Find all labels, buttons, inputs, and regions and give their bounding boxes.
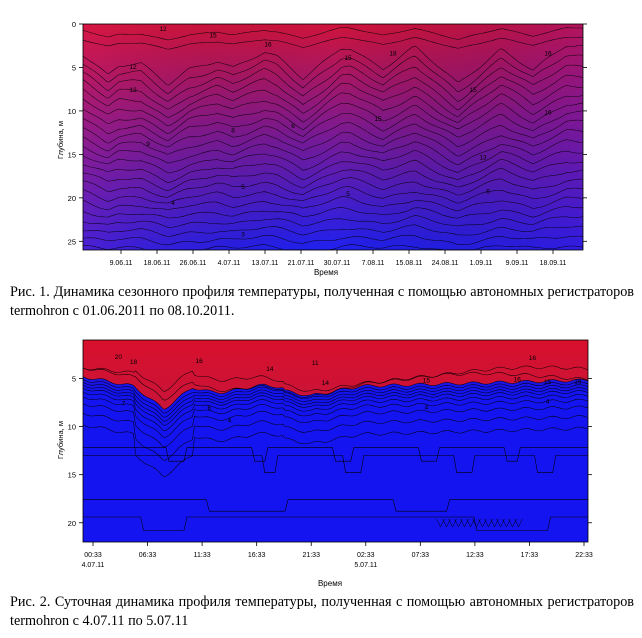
contour-label: 3 xyxy=(241,231,245,238)
contour-label: 18 xyxy=(130,359,138,366)
contour-label: 16 xyxy=(544,109,552,116)
contour-label: 4 xyxy=(171,200,175,207)
contour-label: 16 xyxy=(574,378,582,385)
x-axis: 00:33 06:33 11:33 16:33 21:33 02:33 07:33 12:33… xyxy=(82,542,593,569)
contour-label: 20 xyxy=(115,354,123,361)
x-tick-label: 26.06.11 xyxy=(180,260,207,267)
seasonal-temperature-chart: 12 15 16 15 18 16 16 15 15 12 9 8 6 6 5 5 4 3 13 12 0 5 10 15 2… xyxy=(56,20,587,277)
contour-label: 6 xyxy=(486,189,490,196)
contour-label: 14 xyxy=(266,366,274,373)
contour-label: 16 xyxy=(264,42,272,49)
x-date-label: 5.07.11 xyxy=(354,562,377,569)
contour-lines xyxy=(83,365,588,531)
warm-layer xyxy=(83,340,588,410)
contour-label: 15 xyxy=(469,87,477,94)
y-axis-label: Глубина, м xyxy=(56,421,65,459)
x-tick-label: 11:33 xyxy=(194,552,211,559)
y-tick-label: 25 xyxy=(68,237,76,246)
y-axis-label: Глубина, м xyxy=(56,121,65,159)
y-axis: 0 5 10 15 20 25 xyxy=(68,20,587,246)
contour-label: 15 xyxy=(374,116,382,123)
contour-lines xyxy=(82,27,584,251)
contour-label: 4 xyxy=(546,398,550,405)
contour-label: 6 xyxy=(291,123,295,130)
x-tick-label: 00:33 xyxy=(84,552,102,559)
x-tick-label: 7.08.11 xyxy=(362,260,385,267)
y-tick-label: 20 xyxy=(68,194,76,203)
contour-label: 14 xyxy=(322,380,330,387)
contour-label: 16 xyxy=(196,358,204,365)
contour-label: 12 xyxy=(159,26,167,33)
figure-2-caption: Рис. 2. Суточная динамика профиля темпер… xyxy=(10,594,634,629)
contour-label: 5 xyxy=(346,191,350,198)
y-tick-label: 15 xyxy=(68,471,76,480)
x-tick-label: 4.07.11 xyxy=(218,260,241,267)
contour-labels: 12 15 16 15 18 16 16 15 15 12 9 8 6 6 5 5 4 3 13 12 xyxy=(129,26,552,239)
x-tick-label: 30.07.11 xyxy=(324,260,351,267)
contour-label: 6 xyxy=(207,405,211,412)
contour-label: 16 xyxy=(544,51,552,58)
y-tick-label: 5 xyxy=(72,374,76,383)
x-tick-label: 21.07.11 xyxy=(288,260,315,267)
x-tick-label: 18.09.11 xyxy=(540,260,567,267)
contour-label: 15 xyxy=(209,33,217,40)
y-tick-label: 0 xyxy=(72,20,76,29)
y-tick-label: 10 xyxy=(68,107,76,116)
y-tick-label: 5 xyxy=(72,63,76,72)
contour-label: 13 xyxy=(479,155,487,162)
y-tick-label: 20 xyxy=(68,519,76,528)
x-tick-label: 07:33 xyxy=(412,552,430,559)
x-tick-label: 9.06.11 xyxy=(110,260,133,267)
contour-label: 4 xyxy=(228,418,232,425)
x-tick-label: 24.08.11 xyxy=(432,260,459,267)
contour-label: 7 xyxy=(122,400,126,407)
x-tick-label: 15.08.11 xyxy=(396,260,423,267)
x-tick-label: 06:33 xyxy=(139,552,157,559)
daily-temperature-chart: 20 18 16 14 11 16 15 16 15 16 14 7 6 4 4 4 5 10 15 20 00:3… xyxy=(56,339,593,588)
contour-label: 15 xyxy=(544,379,552,386)
x-date-label: 4.07.11 xyxy=(82,562,105,569)
x-tick-label: 21:33 xyxy=(302,552,320,559)
contour-label: 12 xyxy=(129,87,137,94)
contour-label: 15 xyxy=(344,55,352,62)
contour-label: 15 xyxy=(423,377,431,384)
y-axis: 5 10 15 20 xyxy=(68,374,592,528)
contour-label: 18 xyxy=(389,51,397,58)
x-axis: 9.06.11 18.06.11 26.06.11 4.07.11 13.07.11 21… xyxy=(110,250,567,267)
contour-label: 9 xyxy=(146,141,150,148)
y-tick-label: 10 xyxy=(68,423,76,432)
x-tick-label: 18.06.11 xyxy=(144,260,171,267)
x-tick-label: 17:33 xyxy=(521,552,539,559)
contour-label: 16 xyxy=(529,355,537,362)
x-axis-label: Время xyxy=(318,579,342,588)
x-tick-label: 02:33 xyxy=(357,552,375,559)
contour-label: 12 xyxy=(129,64,137,71)
contour-label: 8 xyxy=(231,127,235,134)
contour-label: 4 xyxy=(425,404,429,411)
contour-labels: 20 18 16 14 11 16 15 16 15 16 14 7 6 4 4 4 xyxy=(115,354,582,424)
contour-label: 11 xyxy=(312,360,319,367)
x-axis-label: Время xyxy=(314,268,338,277)
x-tick-label: 9.09.11 xyxy=(506,260,529,267)
contour-label: 5 xyxy=(241,184,245,191)
x-tick-label: 1.09.11 xyxy=(470,260,493,267)
x-tick-label: 16:33 xyxy=(248,552,266,559)
x-tick-label: 13.07.11 xyxy=(252,260,279,267)
figure-1-caption: Рис. 1. Динамика сезонного профиля темпе… xyxy=(10,284,634,319)
contour-label: 16 xyxy=(514,376,522,383)
x-tick-label: 12:33 xyxy=(466,552,484,559)
y-tick-label: 15 xyxy=(68,150,76,159)
x-tick-label: 22:33 xyxy=(575,552,593,559)
